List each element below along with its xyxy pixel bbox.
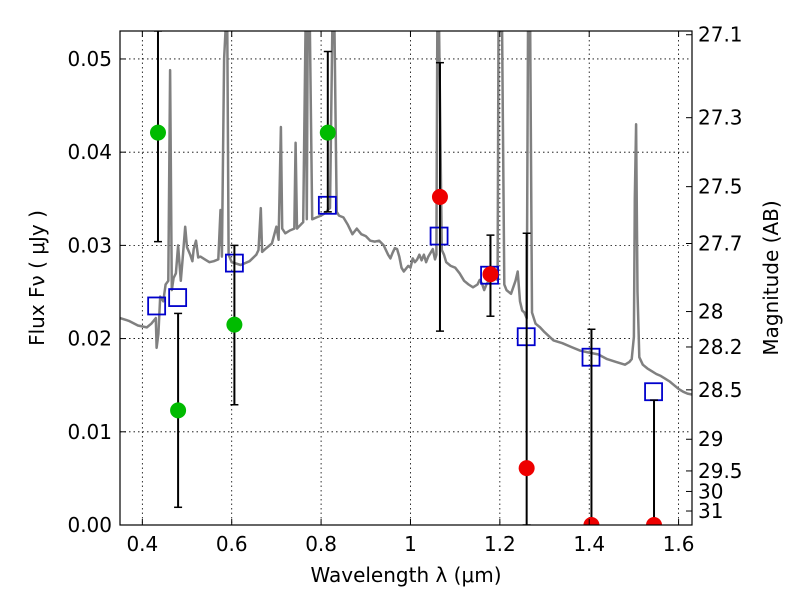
axes-frame	[119, 30, 693, 526]
data-point	[583, 517, 600, 525]
data-point	[518, 460, 535, 477]
right-tick-label: 27.5	[698, 175, 743, 199]
data-point	[226, 316, 243, 333]
x-tick-label: 1.2	[484, 532, 516, 556]
y-tick-label: 0.02	[67, 327, 112, 351]
y-tick-label: 0.04	[67, 140, 112, 164]
data-point	[482, 266, 499, 283]
spectrum-line	[120, 31, 692, 396]
right-tick-label: 31	[698, 499, 723, 523]
right-tick-label: 27.3	[698, 106, 743, 130]
x-tick-label: 1	[404, 532, 417, 556]
right-tick-label: 29	[698, 427, 723, 451]
y-tick-label: 0.01	[67, 420, 112, 444]
x-tick-label: 1.6	[663, 532, 695, 556]
y-tick-label: 0.00	[67, 513, 112, 537]
x-tick-label: 0.6	[216, 532, 248, 556]
model-square-marker	[168, 288, 188, 307]
x-tick-label: 0.8	[305, 532, 337, 556]
right-tick-label: 29.5	[698, 459, 743, 483]
right-tick-label: 27.7	[698, 232, 743, 256]
axis-ticks: 0.4 0.6 0.8 1 1.2 1.4 1.6 0.00 0.01 0.02 0.03 0.04 0…	[67, 23, 742, 556]
plot-area	[120, 31, 692, 525]
model-square-marker	[644, 382, 663, 402]
data-point	[149, 124, 166, 141]
model-square-marker	[147, 296, 167, 316]
x-tick-label: 1.4	[573, 532, 605, 556]
right-tick-label: 28	[698, 300, 723, 324]
x-axis-title: Wavelength λ (μm)	[310, 563, 501, 587]
data-point	[431, 188, 448, 205]
right-tick-label: 30	[698, 479, 723, 503]
data-point	[646, 517, 663, 525]
data-point	[170, 402, 187, 419]
data-point	[319, 124, 336, 141]
y-tick-label: 0.03	[67, 233, 112, 257]
y-axis-title: Flux Fν ( μJy )	[25, 210, 49, 346]
right-tick-label: 28.2	[698, 335, 743, 359]
marker-overflow	[149, 124, 535, 477]
right-axis-title: Magnitude (AB)	[759, 200, 783, 355]
grid-lines	[120, 31, 692, 526]
right-tick-label: 27.1	[698, 23, 743, 47]
y-tick-label: 0.05	[67, 47, 112, 71]
right-tick-label: 28.5	[698, 378, 743, 402]
x-tick-label: 0.4	[126, 532, 158, 556]
